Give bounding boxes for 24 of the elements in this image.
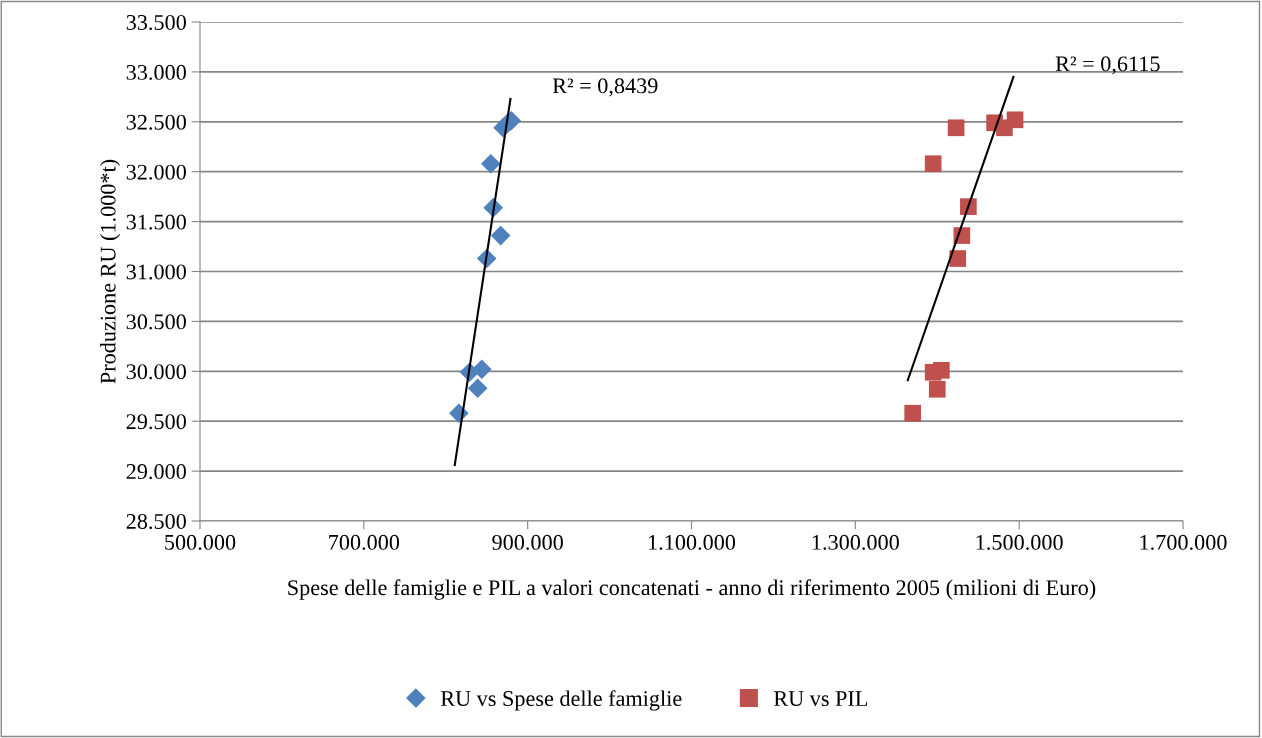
y-tick-label: 28.500 bbox=[126, 513, 186, 530]
y-tick-label: 29.500 bbox=[126, 414, 186, 430]
y-tick-label: 30.500 bbox=[126, 314, 186, 330]
x-axis-title: Spese delle famiglie e PIL a valori concatenati - anno di riferimento 2005 (milioni di Euro) bbox=[288, 579, 1096, 600]
x-tick-label: 1.300.000 bbox=[812, 534, 899, 550]
y-tick-label: 30.000 bbox=[126, 364, 186, 380]
x-tick-label: 700.000 bbox=[329, 534, 400, 550]
x-tick-label: 500.000 bbox=[165, 534, 236, 550]
y-tick-label: 33.500 bbox=[126, 14, 186, 31]
y-tick-label: 33.000 bbox=[126, 64, 186, 80]
annotation: R² = 0,6115 bbox=[1055, 56, 1160, 75]
legend-label: RU vs PIL bbox=[773, 691, 868, 707]
x-tick-label: 1.500.000 bbox=[976, 534, 1063, 550]
x-tick-label: 1.700.000 bbox=[1140, 534, 1227, 550]
y-tick-label: 31.500 bbox=[126, 214, 186, 230]
y-axis-title: Produzione RU (1.000*t) bbox=[99, 159, 121, 384]
y-tick-label: 31.000 bbox=[126, 264, 186, 280]
x-tick-label: 900.000 bbox=[492, 534, 563, 550]
legend-label: RU vs Spese delle famiglie bbox=[440, 690, 682, 711]
y-tick-label: 32.000 bbox=[126, 164, 186, 180]
annotation: R² = 0,8439 bbox=[552, 78, 658, 97]
y-tick-label: 29.000 bbox=[126, 464, 186, 480]
x-tick-label: 1.100.000 bbox=[649, 534, 736, 550]
y-tick-label: 32.500 bbox=[126, 114, 186, 130]
